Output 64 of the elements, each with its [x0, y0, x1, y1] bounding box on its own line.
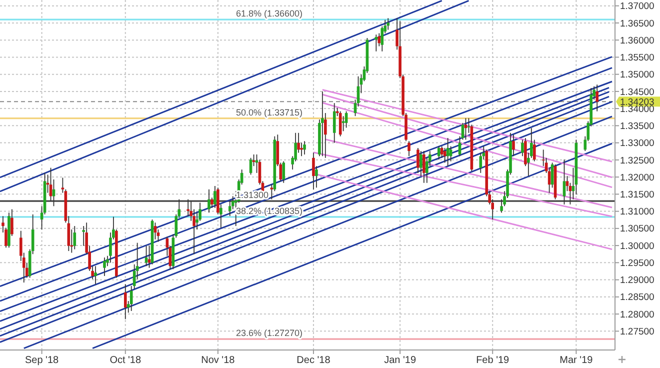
- candlestick: [73, 226, 76, 250]
- y-tick-label: 1.34000: [620, 104, 654, 115]
- y-tick-label: 1.33000: [620, 138, 654, 150]
- candlestick: [332, 102, 336, 144]
- candlestick: [422, 150, 426, 184]
- candlestick: [282, 160, 286, 184]
- y-tick-label: 1.37000: [620, 1, 654, 12]
- candlestick: [408, 140, 410, 157]
- y-tick-label: 1.34500: [620, 86, 654, 98]
- candlestick: [130, 286, 133, 312]
- candlestick: [386, 18, 390, 30]
- candlestick: [596, 84, 598, 112]
- x-tick-label: Dec '18: [296, 355, 331, 366]
- candlestick: [214, 186, 216, 208]
- candlestick: [303, 140, 306, 155]
- candlestick: [416, 147, 420, 174]
- candlestick: [124, 284, 127, 320]
- y-tick-label: 1.27500: [620, 326, 654, 338]
- candlestick: [312, 152, 315, 190]
- ref-line-label: 23.6% (1.27270): [236, 328, 303, 338]
- candlestick: [512, 134, 515, 157]
- candlestick: [10, 208, 14, 236]
- y-tick-label: 1.29000: [620, 275, 654, 286]
- candlestick: [500, 198, 503, 214]
- candlestick: [315, 166, 318, 188]
- ref-line-label: 50.0% (1.33715): [236, 107, 303, 118]
- y-tick-label: 1.31000: [620, 206, 654, 218]
- candlestick: [210, 197, 214, 208]
- candlestick: [148, 245, 151, 268]
- x-tick-label: Nov '18: [201, 355, 236, 366]
- y-tick-label: 1.32000: [620, 172, 654, 184]
- y-tick-label: 1.30000: [620, 240, 654, 252]
- x-tick-label: Mar '19: [560, 355, 594, 366]
- candlestick: [297, 132, 300, 154]
- candlestick: [344, 110, 348, 128]
- x-tick-label: Jan '19: [384, 355, 416, 366]
- y-tick-label: 1.32500: [620, 155, 654, 166]
- x-tick-label: Feb '19: [476, 355, 510, 366]
- y-tick-label: 1.28000: [620, 309, 654, 320]
- candlestick: [249, 157, 252, 176]
- y-tick-label: 1.31500: [620, 190, 654, 201]
- x-tick-label: Oct '18: [110, 355, 142, 366]
- y-tick-label: 1.35500: [620, 52, 654, 64]
- ref-line-label: 61.8% (1.36600): [236, 8, 303, 19]
- y-tick-label: 1.33500: [620, 121, 654, 132]
- y-tick-label: 1.36500: [620, 18, 654, 30]
- x-tick-label: Sep '18: [24, 355, 60, 366]
- y-tick-label: 1.30500: [620, 224, 654, 235]
- y-tick-label: 1.28500: [620, 292, 654, 304]
- candlestick: [186, 198, 190, 217]
- candlestick: [342, 116, 345, 132]
- y-tick-label: 1.36000: [620, 35, 654, 46]
- y-tick-label: 1.35000: [620, 70, 654, 81]
- candlestick: [521, 139, 524, 157]
- candlestick: [270, 184, 274, 200]
- candlestick: [208, 188, 210, 214]
- candlestick: [94, 266, 97, 285]
- candlestick: [321, 90, 324, 157]
- candlestick: [103, 257, 106, 276]
- y-tick-label: 1.29500: [620, 258, 654, 269]
- candlestick: [464, 118, 468, 140]
- candlestick: [420, 150, 422, 176]
- candlestick: [437, 146, 440, 160]
- candlestick: [300, 142, 303, 157]
